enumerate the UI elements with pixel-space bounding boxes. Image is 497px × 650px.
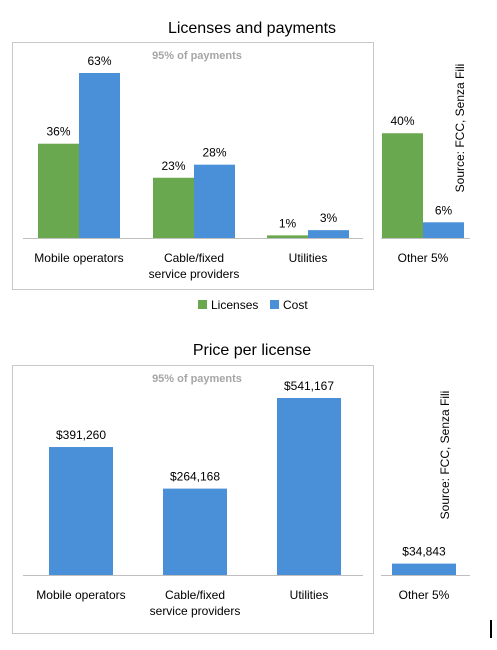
chart-licenses-payments: Licenses and payments 95% of payments So… bbox=[12, 20, 470, 312]
chart-price-per-license: Price per license 95% of payments Source… bbox=[12, 342, 470, 634]
chart1-bars bbox=[38, 73, 464, 238]
data-label-licenses-other-5: 40% bbox=[390, 114, 414, 128]
chart2-bars bbox=[49, 398, 456, 575]
chart2-frame bbox=[12, 365, 374, 634]
bar-licenses-mobile-operators bbox=[38, 143, 79, 238]
legend-swatch-licenses bbox=[198, 300, 207, 309]
data-label-price-other-5: $34,843 bbox=[402, 545, 446, 559]
category-label-cable-fixed-service-providers: Cable/fixed bbox=[165, 588, 225, 602]
data-label-price-mobile-operators: $391,260 bbox=[56, 428, 106, 442]
chart1-legend: Licenses Cost bbox=[198, 298, 308, 312]
chart2-source: Source: FCC, Senza Fili bbox=[438, 391, 452, 520]
data-label-licenses-mobile-operators: 36% bbox=[46, 125, 70, 139]
category-label-other-5: Other 5% bbox=[399, 588, 450, 602]
data-label-licenses-utilities: 1% bbox=[279, 216, 297, 230]
data-label-price-cable-fixed-service-providers: $264,168 bbox=[170, 470, 220, 484]
chart1-annotation: 95% of payments bbox=[152, 50, 242, 62]
data-label-cost-cable-fixed-service-providers: 28% bbox=[202, 146, 226, 160]
chart1-frame bbox=[12, 42, 374, 290]
category-label-cable-fixed-service-providers: Cable/fixed bbox=[164, 251, 224, 265]
bar-price-utilities bbox=[277, 398, 341, 575]
chart2-data-labels: $391,260 $264,168 $541,167 $34,843 bbox=[56, 379, 446, 559]
category-label-utilities: Utilities bbox=[289, 251, 328, 265]
category-label-cable-fixed-service-providers-line2: service providers bbox=[149, 267, 240, 281]
category-label-cable-fixed-service-providers-line2: service providers bbox=[150, 604, 241, 618]
bar-cost-other-5 bbox=[423, 222, 464, 238]
chart1-data-labels: 36% 63% 23% 28% 1% 3% 40% 6% bbox=[46, 54, 452, 230]
data-label-cost-utilities: 3% bbox=[320, 211, 338, 225]
category-label-mobile-operators: Mobile operators bbox=[34, 251, 123, 265]
chart1-title: Licenses and payments bbox=[168, 20, 336, 37]
legend-label-licenses: Licenses bbox=[211, 298, 258, 312]
category-label-utilities: Utilities bbox=[290, 588, 329, 602]
chart1-category-labels: Mobile operators Cable/fixed service provi… bbox=[34, 251, 448, 281]
data-label-price-utilities: $541,167 bbox=[284, 379, 334, 393]
chart2-title: Price per license bbox=[193, 342, 311, 359]
data-label-licenses-cable-fixed-service-providers: 23% bbox=[161, 159, 185, 173]
bar-price-cable-fixed-service-providers bbox=[163, 488, 227, 575]
bar-price-mobile-operators bbox=[49, 447, 113, 575]
category-label-other-5: Other 5% bbox=[398, 251, 449, 265]
data-label-cost-mobile-operators: 63% bbox=[87, 54, 111, 68]
chart2-category-labels: Mobile operators Cable/fixed service provi… bbox=[36, 588, 449, 618]
bar-cost-utilities bbox=[308, 230, 349, 238]
bar-cost-mobile-operators bbox=[79, 73, 120, 238]
legend-swatch-cost bbox=[270, 300, 279, 309]
bar-licenses-cable-fixed-service-providers bbox=[153, 177, 194, 238]
bar-licenses-utilities bbox=[267, 235, 308, 238]
data-label-cost-other-5: 6% bbox=[435, 203, 453, 217]
category-label-mobile-operators: Mobile operators bbox=[36, 588, 125, 602]
legend-label-cost: Cost bbox=[283, 298, 308, 312]
chart1-source: Source: FCC, Senza Fili bbox=[453, 64, 467, 193]
bar-licenses-other-5 bbox=[382, 133, 423, 238]
chart2-annotation: 95% of payments bbox=[152, 373, 242, 385]
text-cursor bbox=[490, 620, 492, 638]
bar-cost-cable-fixed-service-providers bbox=[194, 164, 235, 238]
bar-price-other-5 bbox=[392, 563, 456, 575]
